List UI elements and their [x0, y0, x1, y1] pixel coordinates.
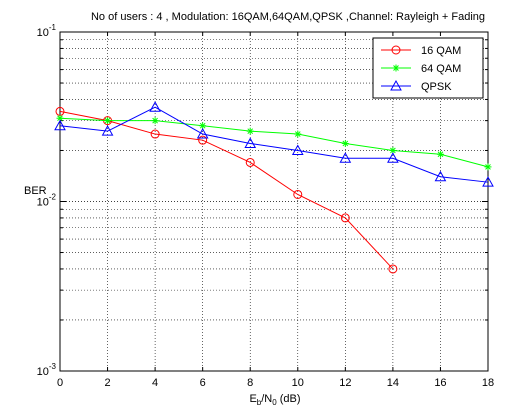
y-tick-label: 10-3: [37, 362, 57, 378]
data-point: [434, 170, 447, 182]
data-point: [291, 144, 304, 155]
series-16-qam: [55, 106, 398, 274]
x-tick-label: 2: [104, 377, 110, 389]
data-point: [388, 264, 398, 274]
data-point: [389, 146, 397, 154]
x-tick-label: 18: [482, 377, 494, 389]
data-point-stroke: [393, 65, 399, 71]
data-point: [392, 64, 400, 72]
data-point: [246, 127, 254, 135]
data-point-stroke: [437, 151, 444, 158]
y-tick-label: 10-2: [37, 193, 57, 209]
data-point: [387, 152, 399, 163]
data-point: [196, 128, 209, 139]
legend-item: QPSK: [381, 79, 452, 93]
chart-title: No of users : 4 , Modulation: 16QAM,64QA…: [91, 11, 485, 23]
data-point-stroke: [342, 140, 349, 147]
data-point-stroke: [152, 117, 158, 124]
series-64-qam: [56, 114, 492, 171]
series-qpsk: [54, 101, 494, 187]
data-point: [436, 150, 444, 158]
x-tick-label: 8: [247, 377, 253, 389]
legend-item: 16 QAM: [381, 45, 461, 57]
y-axis-label: BER: [24, 185, 47, 197]
data-point: [244, 137, 257, 148]
data-point-stroke: [57, 115, 63, 122]
x-tick-label: 10: [292, 377, 304, 389]
data-point-stroke: [247, 128, 254, 134]
x-axis-label: Eb/N0 (dB): [249, 393, 300, 407]
data-point: [293, 189, 303, 199]
x-tick-label: 14: [387, 377, 399, 389]
series-line: [59, 110, 394, 270]
data-point: [149, 101, 161, 112]
data-point: [484, 163, 492, 171]
series-line: [59, 117, 489, 168]
legend-item: 64 QAM: [381, 63, 461, 75]
data-point: [54, 119, 66, 131]
data-point: [340, 213, 350, 223]
data-point: [151, 117, 159, 125]
legend-label: 64 QAM: [421, 63, 461, 75]
data-point: [482, 176, 494, 187]
series-line: [59, 106, 489, 183]
x-axis: 0 2 4 6 8 10 12 14 16 18: [57, 32, 494, 389]
data-point: [198, 135, 208, 145]
data-point: [101, 125, 114, 136]
series-layer: [54, 101, 494, 274]
x-tick-label: 6: [200, 377, 206, 389]
data-point: [294, 130, 302, 138]
legend-label: QPSK: [421, 81, 452, 93]
data-point: [390, 79, 402, 91]
data-point-stroke: [294, 131, 301, 137]
data-point: [391, 45, 401, 55]
legend: 16 QAM 64 QAM QPSK: [372, 37, 484, 99]
data-point: [56, 114, 64, 122]
y-tick-label: 10-1: [37, 23, 57, 39]
data-point-stroke: [390, 147, 396, 154]
data-point: [341, 139, 349, 147]
legend-label: 16 QAM: [421, 45, 461, 57]
data-point: [339, 152, 352, 163]
data-point-stroke: [199, 122, 206, 129]
x-tick-label: 4: [152, 377, 158, 389]
x-tick-label: 12: [339, 377, 351, 389]
data-point: [150, 129, 160, 139]
x-tick-label: 16: [434, 377, 446, 389]
x-tick-label: 0: [57, 377, 63, 389]
data-point-stroke: [104, 117, 111, 124]
data-point: [245, 157, 255, 167]
data-point: [104, 117, 112, 125]
data-point-stroke: [485, 164, 491, 170]
